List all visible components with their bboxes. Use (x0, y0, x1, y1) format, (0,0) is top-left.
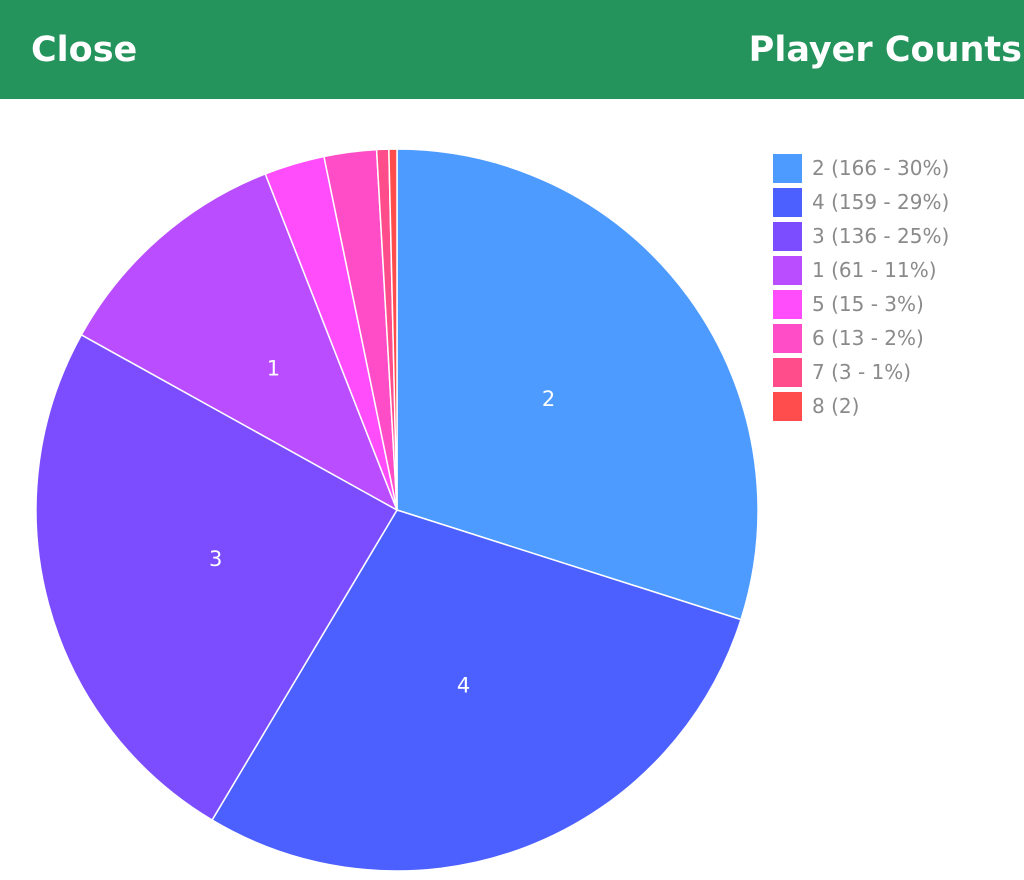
pie-slice-3[interactable] (35, 333, 399, 822)
legend-item-4[interactable]: 4 (159 - 29%) (773, 185, 1013, 219)
legend-swatch-5 (773, 289, 802, 319)
legend-item-2[interactable]: 2 (166 - 30%) (773, 151, 1013, 185)
legend: 2 (166 - 30%) 4 (159 - 29%) 3 (136 - 25%) 1… (773, 151, 1013, 423)
legend-item-3[interactable]: 3 (136 - 25%) (773, 219, 1013, 253)
pie-slice-2[interactable] (396, 148, 759, 621)
legend-item-7[interactable]: 7 (3 - 1%) (773, 355, 1013, 389)
legend-label-2: 2 (166 - 30%) (812, 156, 950, 180)
legend-label-6: 6 (13 - 2%) (812, 326, 924, 350)
legend-item-6[interactable]: 6 (13 - 2%) (773, 321, 1013, 355)
slice-label-2: 2 (542, 387, 555, 411)
legend-label-1: 1 (61 - 11%) (812, 258, 937, 282)
pie-chart: 2 4 3 1 (35, 148, 759, 872)
legend-swatch-7 (773, 357, 802, 387)
slice-label-3: 3 (209, 547, 222, 571)
page-title: Player Counts (748, 30, 1022, 70)
legend-label-3: 3 (136 - 25%) (812, 224, 950, 248)
legend-label-7: 7 (3 - 1%) (812, 360, 912, 384)
pie-slice-1[interactable] (80, 172, 399, 512)
legend-item-5[interactable]: 5 (15 - 3%) (773, 287, 1013, 321)
pie-slice-8[interactable] (388, 148, 398, 511)
legend-swatch-3 (773, 221, 802, 251)
legend-item-8[interactable]: 8 (2) (773, 389, 1013, 423)
legend-swatch-6 (773, 323, 802, 353)
legend-label-5: 5 (15 - 3%) (812, 292, 924, 316)
legend-swatch-1 (773, 255, 802, 285)
nav-bar: Close Player Counts (0, 0, 1024, 99)
legend-label-4: 4 (159 - 29%) (812, 190, 950, 214)
slice-label-4: 4 (457, 674, 470, 698)
chart-area: 2 4 3 1 2 (166 - 30%) 4 (159 - 29%) 3 (136 - … (0, 99, 1024, 880)
slice-label-1: 1 (267, 357, 280, 381)
legend-label-8: 8 (2) (812, 394, 860, 418)
legend-swatch-4 (773, 187, 802, 217)
legend-swatch-2 (773, 153, 802, 183)
legend-swatch-8 (773, 391, 802, 421)
pie-slice-4[interactable] (211, 509, 742, 872)
close-button[interactable]: Close (31, 30, 138, 70)
legend-item-1[interactable]: 1 (61 - 11%) (773, 253, 1013, 287)
